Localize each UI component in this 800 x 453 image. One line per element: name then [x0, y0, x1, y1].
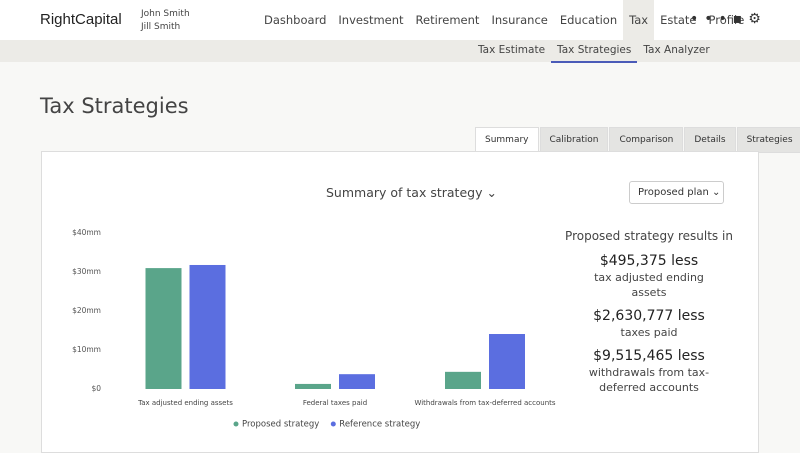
- icons[interactable]: •••▪⚙: [690, 11, 767, 27]
- bar: [295, 383, 331, 389]
- legend-label: Reference strategy: [339, 420, 420, 430]
- nav-item[interactable]: Education: [559, 13, 618, 27]
- subnav-bar: [0, 40, 800, 62]
- user-name: Jill Smith: [141, 22, 181, 32]
- nav-item[interactable]: Dashboard: [264, 13, 327, 27]
- result-amount: $9,515,465 less: [593, 348, 705, 364]
- tab[interactable]: Strategies: [736, 127, 800, 153]
- nav-item[interactable]: Profile: [708, 13, 745, 27]
- legend-label: Proposed strategy: [242, 420, 319, 430]
- page-title: Tax Strategies: [40, 94, 189, 118]
- x-tick-label: Tax adjusted ending assets: [137, 399, 233, 407]
- chart: $0 $10mm $20mm $30mm $40mm Tax adjusted endin…: [72, 228, 556, 430]
- tab[interactable]: Comparison: [609, 127, 684, 153]
- subnav-item[interactable]: Tax Strategies: [551, 40, 638, 63]
- card-heading-text: Summary of tax strategy: [326, 185, 483, 200]
- nav-item[interactable]: Insurance: [491, 13, 548, 27]
- nav-item[interactable]: Estate: [660, 13, 697, 27]
- results-heading: Proposed strategy results in: [565, 229, 733, 243]
- subnav-item[interactable]: Tax Analyzer: [643, 44, 710, 56]
- y-tick-label: $10mm: [72, 345, 101, 354]
- y-tick-label: $20mm: [72, 306, 101, 315]
- bar: [339, 374, 375, 389]
- subnav-item[interactable]: Tax Estimate: [478, 44, 546, 56]
- legend-marker: [233, 421, 239, 427]
- x-tick-label: Withdrawals from tax-deferred accounts: [414, 399, 555, 407]
- y-tick-label: $30mm: [72, 267, 101, 276]
- bar: [189, 264, 226, 389]
- result-label: taxes paid: [620, 326, 678, 339]
- nav: Dashboard Investment Retirement Insurance Ed…: [258, 0, 750, 40]
- nav-item[interactable]: Retirement: [415, 13, 480, 27]
- user-name: John Smith: [141, 9, 190, 19]
- y-tick-label: $40mm: [72, 228, 101, 237]
- tab[interactable]: Calibration: [539, 127, 609, 153]
- nav-item[interactable]: Investment: [338, 13, 404, 27]
- x-tick-label: Federal taxes paid: [303, 399, 367, 407]
- result-label: tax adjusted ending assets: [594, 271, 704, 299]
- dropdown[interactable]: Proposed plan ⌄: [629, 181, 724, 204]
- card-heading[interactable]: Summary of tax strategy ⌄: [326, 185, 497, 200]
- results: Proposed strategy results in $495,375 les…: [560, 229, 738, 403]
- tabs: Summary Calibration Comparison Details Strat…: [475, 127, 800, 153]
- logo[interactable]: RightCapital: [40, 11, 122, 28]
- y-tick-label: $0: [91, 384, 101, 393]
- header: [0, 0, 800, 40]
- bar: [489, 334, 525, 389]
- dropdown-text: Proposed plan: [638, 187, 709, 198]
- tab[interactable]: Details: [684, 127, 736, 153]
- bar: [145, 268, 182, 389]
- users: John Smith Jill Smith: [141, 8, 190, 34]
- result-amount: $2,630,777 less: [593, 308, 705, 324]
- subnav: Tax Estimate Tax Strategies Tax Analyzer: [472, 40, 716, 63]
- result-amount: $495,375 less: [599, 253, 699, 269]
- result-label: withdrawals from tax-deferred accounts: [588, 366, 710, 394]
- nav-item[interactable]: Tax: [623, 0, 655, 40]
- bar: [445, 371, 481, 389]
- legend-marker: [330, 421, 336, 427]
